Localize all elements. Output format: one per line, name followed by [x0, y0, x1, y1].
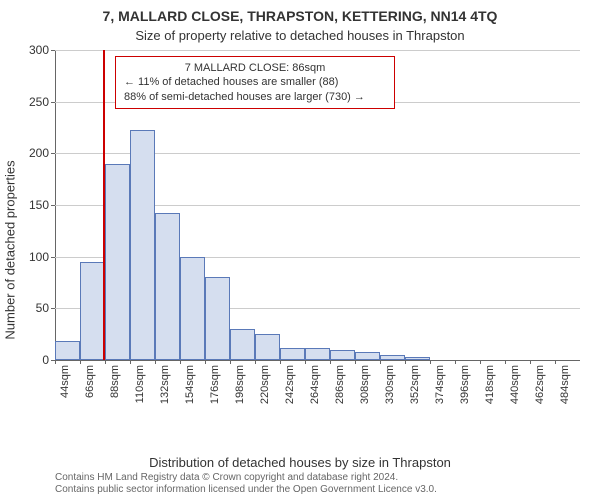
- x-tick-mark: [130, 360, 131, 364]
- y-tick-mark: [51, 205, 55, 206]
- x-tick-label: 352sqm: [409, 365, 421, 404]
- y-tick-mark: [51, 102, 55, 103]
- histogram-bar: [80, 262, 105, 360]
- x-tick-label: 110sqm: [134, 365, 146, 403]
- histogram-bar: [130, 130, 155, 360]
- y-tick-label: 300: [29, 43, 49, 57]
- y-tick-label: 150: [29, 198, 49, 212]
- histogram-bar: [280, 348, 305, 360]
- x-tick-label: 396sqm: [459, 365, 471, 404]
- y-axis-label: Number of detached properties: [3, 160, 18, 339]
- histogram-bar: [405, 357, 430, 360]
- histogram-bar: [180, 257, 205, 360]
- x-tick-mark: [230, 360, 231, 364]
- histogram-bar: [55, 341, 80, 360]
- x-tick-mark: [330, 360, 331, 364]
- x-tick-mark: [255, 360, 256, 364]
- x-tick-mark: [205, 360, 206, 364]
- chart-subtitle: Size of property relative to detached ho…: [0, 28, 600, 43]
- histogram-bar: [255, 334, 280, 360]
- x-tick-label: 154sqm: [184, 365, 196, 404]
- x-tick-label: 418sqm: [484, 365, 496, 404]
- x-tick-label: 176sqm: [209, 365, 221, 404]
- x-tick-mark: [505, 360, 506, 364]
- x-tick-label: 484sqm: [559, 365, 571, 404]
- x-tick-mark: [355, 360, 356, 364]
- x-tick-label: 66sqm: [84, 365, 96, 398]
- histogram-bar: [230, 329, 255, 360]
- x-tick-mark: [55, 360, 56, 364]
- x-tick-mark: [105, 360, 106, 364]
- x-axis-line: [55, 360, 580, 361]
- x-tick-mark: [305, 360, 306, 364]
- x-tick-mark: [555, 360, 556, 364]
- x-tick-label: 308sqm: [359, 365, 371, 404]
- x-tick-label: 330sqm: [384, 365, 396, 404]
- histogram-bar: [305, 348, 330, 360]
- annotation-line-1: 7 MALLARD CLOSE: 86sqm: [124, 61, 386, 75]
- x-tick-mark: [180, 360, 181, 364]
- x-tick-mark: [405, 360, 406, 364]
- y-tick-mark: [51, 50, 55, 51]
- footer-line-2: Contains public sector information licen…: [55, 484, 437, 495]
- annotation-box: 7 MALLARD CLOSE: 86sqm← 11% of detached …: [115, 56, 395, 109]
- histogram-bar: [205, 277, 230, 360]
- x-tick-label: 374sqm: [434, 365, 446, 404]
- x-tick-label: 462sqm: [534, 365, 546, 404]
- histogram-bar: [155, 213, 180, 360]
- x-tick-mark: [280, 360, 281, 364]
- y-tick-mark: [51, 257, 55, 258]
- x-tick-mark: [530, 360, 531, 364]
- x-tick-label: 242sqm: [284, 365, 296, 404]
- y-tick-label: 50: [36, 301, 49, 315]
- footer-note: Contains HM Land Registry data © Crown c…: [55, 472, 437, 496]
- grid-line: [55, 50, 580, 51]
- chart-title: 7, MALLARD CLOSE, THRAPSTON, KETTERING, …: [0, 8, 600, 24]
- x-tick-mark: [380, 360, 381, 364]
- x-tick-label: 88sqm: [109, 365, 121, 398]
- x-tick-mark: [155, 360, 156, 364]
- marker-line: [103, 50, 105, 360]
- x-tick-label: 264sqm: [309, 365, 321, 404]
- x-tick-mark: [430, 360, 431, 364]
- histogram-bar: [355, 352, 380, 360]
- y-tick-mark: [51, 308, 55, 309]
- x-tick-label: 440sqm: [509, 365, 521, 404]
- x-tick-label: 220sqm: [259, 365, 271, 404]
- plot-area: 05010015020025030044sqm66sqm88sqm110sqm1…: [55, 50, 580, 410]
- histogram-chart: 7, MALLARD CLOSE, THRAPSTON, KETTERING, …: [0, 0, 600, 500]
- x-tick-mark: [480, 360, 481, 364]
- y-tick-label: 100: [29, 250, 49, 264]
- annotation-line-3: 88% of semi-detached houses are larger (…: [124, 90, 386, 104]
- histogram-bar: [330, 350, 355, 360]
- footer-line-1: Contains HM Land Registry data © Crown c…: [55, 472, 398, 483]
- x-tick-label: 198sqm: [234, 365, 246, 404]
- x-tick-label: 44sqm: [59, 365, 71, 398]
- y-tick-label: 250: [29, 95, 49, 109]
- histogram-bar: [105, 164, 130, 360]
- plot-inner: 05010015020025030044sqm66sqm88sqm110sqm1…: [55, 50, 580, 360]
- histogram-bar: [380, 355, 405, 360]
- x-axis-label: Distribution of detached houses by size …: [0, 455, 600, 470]
- x-tick-mark: [455, 360, 456, 364]
- y-tick-mark: [51, 153, 55, 154]
- annotation-line-2: ← 11% of detached houses are smaller (88…: [124, 75, 386, 89]
- x-tick-mark: [80, 360, 81, 364]
- x-tick-label: 132sqm: [159, 365, 171, 404]
- y-tick-label: 200: [29, 146, 49, 160]
- y-tick-label: 0: [42, 353, 49, 367]
- x-tick-label: 286sqm: [334, 365, 346, 404]
